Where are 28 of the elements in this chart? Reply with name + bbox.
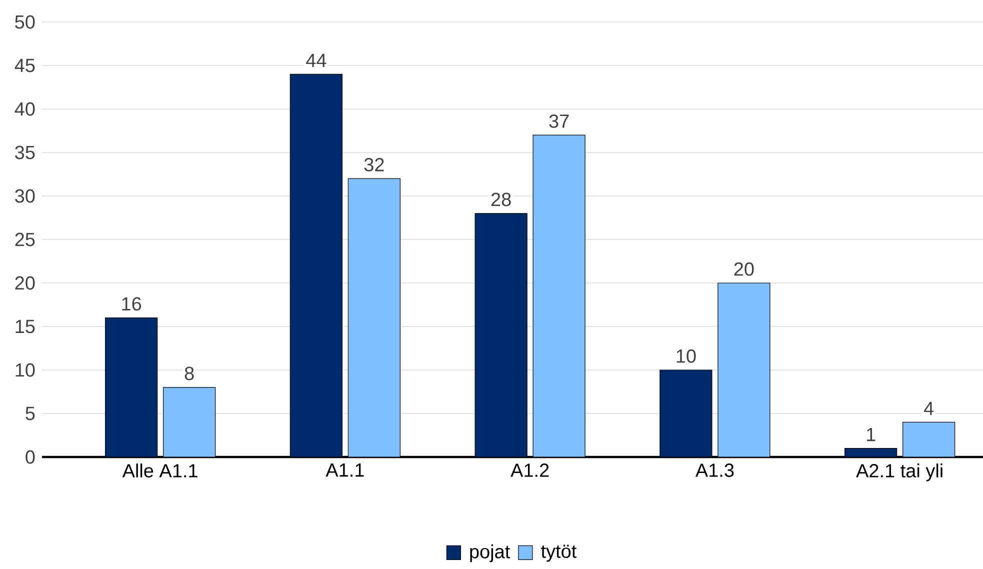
data-label: 20 (734, 262, 754, 276)
data-label: 1 (866, 428, 876, 442)
y-tick-label: 10 (16, 363, 35, 377)
y-tick-label: 30 (15, 189, 35, 203)
legend-label: pojat (470, 544, 510, 562)
data-label: 8 (184, 366, 194, 380)
y-tick-label: 0 (26, 450, 35, 464)
data-label: 32 (364, 158, 384, 172)
y-tick-label: 35 (15, 146, 35, 160)
y-tick-label: 15 (16, 320, 35, 334)
y-tick-label: 50 (15, 15, 35, 29)
x-tick-label: Alle A1.1 (122, 464, 198, 478)
x-tick-label: A1.1 (326, 464, 364, 477)
data-label: 44 (306, 54, 326, 67)
data-label: 16 (122, 297, 142, 311)
y-tick-label: 5 (26, 406, 35, 420)
x-tick-label: A1.2 (510, 464, 549, 477)
data-label: 28 (491, 192, 511, 206)
y-tick-label: 40 (14, 102, 35, 116)
x-tick-label: A2.1 tai yli (856, 464, 942, 482)
legend-label: tytöt (541, 544, 577, 562)
y-tick-label: 25 (15, 232, 35, 246)
x-tick-label: A1.3 (695, 464, 734, 477)
data-label: 10 (676, 349, 696, 363)
y-tick-label: 45 (14, 58, 35, 72)
data-label: 4 (924, 402, 934, 415)
y-tick-label: 20 (15, 276, 35, 290)
data-label: 37 (549, 114, 569, 128)
